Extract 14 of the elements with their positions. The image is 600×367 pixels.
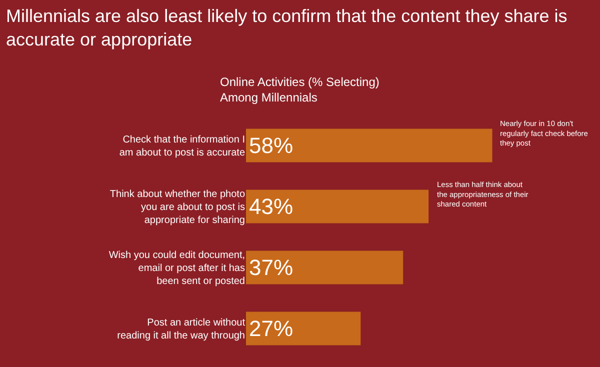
y-tick-label: Post an article without reading it all the way through xyxy=(117,318,246,342)
chart-subtitle: Online Activities (% Selecting) Among Millennials xyxy=(220,75,380,105)
data-label: 58% xyxy=(249,133,294,158)
data-label: 43% xyxy=(249,194,294,219)
bar xyxy=(246,190,429,224)
y-tick-label: Check that the information I am about to post is accurate xyxy=(119,134,246,158)
bar xyxy=(246,312,361,346)
y-tick-label: Wish you could edit document, email or post after it has been sent or posted xyxy=(108,250,245,287)
bar xyxy=(246,128,492,162)
data-label: 27% xyxy=(249,316,294,342)
bar xyxy=(246,250,404,284)
y-tick-label: Think about whether the photo you are about to post is appropriate for sharing xyxy=(110,189,246,226)
chart-title: Millennials are also least likely to confirm that the content they share is accurate or appropriate xyxy=(6,6,568,50)
data-label: 37% xyxy=(249,255,294,280)
